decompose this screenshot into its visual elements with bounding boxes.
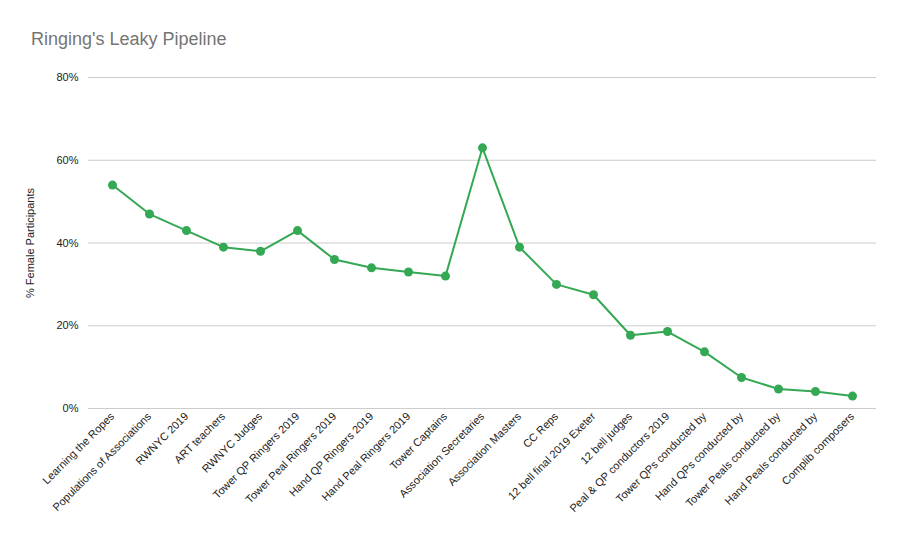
svg-text:RWNYC 2019: RWNYC 2019 xyxy=(133,409,191,468)
svg-text:20%: 20% xyxy=(56,319,78,331)
svg-text:Peal & QP conductors 2019: Peal & QP conductors 2019 xyxy=(567,409,672,515)
svg-text:% Female Participants: % Female Participants xyxy=(24,187,36,298)
svg-text:40%: 40% xyxy=(56,237,78,249)
svg-text:Tower Peal Ringers 2019: Tower Peal Ringers 2019 xyxy=(243,409,339,506)
svg-text:RWNYC Judges: RWNYC Judges xyxy=(199,410,264,475)
svg-text:Tower QP Ringers 2019: Tower QP Ringers 2019 xyxy=(210,409,302,501)
svg-text:12 bell final 2019 Exeter: 12 bell final 2019 Exeter xyxy=(505,409,598,502)
svg-text:0%: 0% xyxy=(63,402,79,414)
svg-text:60%: 60% xyxy=(56,154,78,166)
svg-text:Tower QPs conducted by: Tower QPs conducted by xyxy=(613,409,709,505)
svg-text:12 bell judges: 12 bell judges xyxy=(577,409,635,467)
svg-text:CC Reps: CC Reps xyxy=(520,409,561,450)
svg-text:Learning the Ropes: Learning the Ropes xyxy=(40,410,117,487)
svg-text:ART teachers: ART teachers xyxy=(171,409,228,466)
svg-text:Hand Peal Ringers 2019: Hand Peal Ringers 2019 xyxy=(319,409,413,504)
svg-text:Hand QPs conducted by: Hand QPs conducted by xyxy=(652,409,746,503)
html-text:Ringing's Leaky Pipeline: Ringing's Leaky Pipeline xyxy=(31,29,227,49)
svg-text:Complib composers: Complib composers xyxy=(779,410,857,488)
svg-text:Tower Captains: Tower Captains xyxy=(387,409,450,472)
svg-text:Association Masters: Association Masters xyxy=(445,410,523,488)
svg-text:Hand Peals conducted by: Hand Peals conducted by xyxy=(722,409,820,508)
svg-text:Association Secretaries: Association Secretaries xyxy=(396,409,487,500)
svg-text:Populations of Associations: Populations of Associations xyxy=(50,409,154,514)
svg-text:80%: 80% xyxy=(56,71,78,83)
svg-text:Tower Peals conducted by: Tower Peals conducted by xyxy=(683,409,783,510)
svg-text:Hand QP Ringers 2019: Hand QP Ringers 2019 xyxy=(286,409,376,499)
